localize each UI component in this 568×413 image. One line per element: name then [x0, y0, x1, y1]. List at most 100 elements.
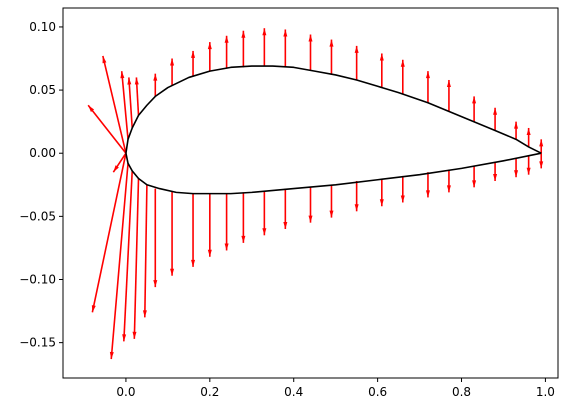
y-tick-label: −0.10	[19, 273, 56, 287]
normal-vector-arrow	[425, 172, 430, 198]
arrow-head	[526, 167, 531, 175]
normal-vector-arrow	[109, 163, 129, 360]
normal-vector-arrow	[283, 29, 288, 68]
arrow-head	[241, 30, 246, 38]
x-tick-label: 0.4	[284, 385, 303, 399]
normal-vector-arrow	[354, 45, 359, 80]
arrow-head	[132, 331, 137, 339]
y-tick-label: −0.15	[19, 336, 56, 350]
airfoil-upper-surface	[125, 65, 542, 154]
arrow-head	[207, 42, 212, 50]
arrow-head	[109, 351, 114, 360]
normal-vector-arrow	[379, 178, 384, 207]
normal-vector-arrow	[472, 96, 477, 122]
x-tick-label: 0.8	[452, 385, 471, 399]
arrow-head	[446, 79, 451, 87]
arrow-head	[170, 58, 175, 66]
x-tick-label: 0.6	[368, 385, 387, 399]
arrow-head	[91, 305, 96, 313]
axes-frame	[62, 7, 559, 379]
x-tick-label: 0.2	[200, 385, 219, 399]
arrow-head	[120, 71, 125, 79]
normal-vector-arrow	[262, 191, 267, 236]
normal-vector-arrow	[283, 188, 288, 229]
arrow-head	[308, 34, 313, 42]
arrow-head	[354, 204, 359, 212]
arrow-head	[127, 77, 132, 85]
normal-vector-arrow	[134, 77, 140, 116]
normal-vector-arrow	[514, 158, 519, 178]
arrow-head	[142, 310, 147, 318]
arrow-head	[191, 50, 196, 58]
normal-vector-arrow	[153, 73, 158, 97]
normal-vector-arrow	[87, 104, 127, 154]
arrow-head	[191, 259, 196, 267]
normal-vector-arrow	[207, 42, 212, 72]
y-tick-label: 0.05	[29, 83, 56, 97]
x-tick-label: 1.0	[536, 385, 555, 399]
arrow-head	[153, 73, 158, 81]
normal-vector-arrow	[472, 165, 477, 188]
normal-vector-arrow	[132, 178, 140, 339]
normal-vector-arrow	[514, 121, 519, 140]
normal-vector-arrow	[122, 170, 134, 342]
arrow-head	[539, 139, 544, 147]
arrow-head	[472, 96, 477, 104]
normal-vector-arrow	[153, 188, 158, 288]
arrow-head	[493, 174, 498, 182]
normal-vector-arrow	[142, 184, 148, 318]
normal-vector-arrow	[446, 79, 451, 112]
normal-vector-arrow	[400, 175, 405, 203]
normal-vector-arrow	[400, 59, 405, 94]
arrow-head	[354, 45, 359, 53]
normal-vector-arrow	[207, 193, 212, 257]
arrow-head	[113, 165, 119, 173]
normal-vector-arrow	[127, 77, 134, 129]
arrow-head	[425, 190, 430, 198]
arrow-head	[379, 199, 384, 207]
normal-vector-arrow	[102, 55, 127, 154]
arrow-head	[514, 170, 519, 178]
arrow-head	[493, 107, 498, 115]
arrow-head	[329, 210, 334, 218]
arrow-head	[283, 29, 288, 37]
arrow-head	[102, 55, 107, 64]
normal-vector-arrow	[329, 39, 334, 75]
arrow-head	[207, 249, 212, 257]
arrow-head	[425, 71, 430, 79]
arrow-head	[539, 161, 544, 169]
arrow-head	[379, 53, 384, 61]
x-tick-label: 0.0	[116, 385, 135, 399]
arrow-head	[134, 77, 139, 85]
airfoil-outline-layer	[125, 65, 542, 195]
arrow-head	[170, 268, 175, 276]
arrow-head	[262, 228, 267, 236]
arrow-head	[283, 221, 288, 229]
normal-vector-arrow	[191, 193, 196, 267]
arrow-head	[241, 235, 246, 243]
normal-vector-arrow	[493, 162, 498, 182]
normal-vector-arrow	[308, 187, 313, 223]
normal-vector-arrow	[446, 169, 451, 193]
normal-vector-arrow	[224, 193, 229, 251]
normal-vector-arrow	[379, 53, 384, 88]
arrow-head	[329, 39, 334, 47]
airfoil-lower-surface	[125, 152, 542, 195]
y-axis: −0.15 −0.10 −0.05 0.00 0.05 0.10	[19, 20, 63, 350]
arrow-head	[526, 127, 531, 135]
normal-vector-arrow	[526, 155, 531, 175]
normal-vector-arrow	[170, 58, 175, 86]
normal-vector-arrow	[112, 152, 127, 173]
normal-vector-arrow	[241, 30, 246, 68]
arrow-head	[400, 59, 405, 67]
normal-vector-arrow	[191, 50, 196, 77]
normal-vector-arrow	[329, 184, 334, 218]
normal-vector-arrow	[539, 139, 544, 154]
x-axis: 0.0 0.2 0.4 0.6 0.8 1.0	[116, 378, 555, 399]
y-tick-label: 0.00	[29, 146, 56, 160]
arrow-head	[153, 280, 158, 288]
normal-vector-arrow	[170, 191, 175, 276]
normal-vector-arrow	[262, 28, 267, 67]
arrow-head	[400, 195, 405, 203]
